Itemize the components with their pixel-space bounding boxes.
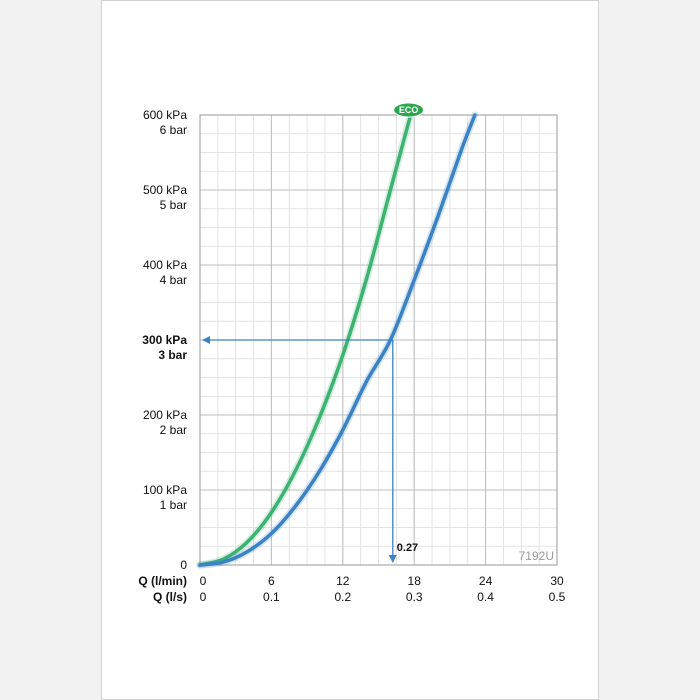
x-axis-label-lmin: Q (l/min)	[138, 574, 187, 588]
x-tick-label-lmin: 30	[550, 574, 564, 588]
annotation-layer: 0.27	[202, 336, 418, 563]
series-2-curve	[198, 113, 477, 567]
y-tick-label-kpa: 400 kPa	[143, 258, 187, 272]
plot-frame	[199, 114, 558, 566]
y-tick-label-kpa: 200 kPa	[143, 408, 187, 422]
eco-curve-badge: ECO	[393, 102, 425, 118]
y-tick-label-bar: 1 bar	[160, 498, 187, 512]
x-tick-label-ls: 0	[200, 590, 207, 604]
x-tick-label-ls: 0.4	[477, 590, 494, 604]
product-code: 7192U	[519, 549, 554, 563]
y-tick-label-bar: 6 bar	[160, 123, 187, 137]
x-axis-label-ls: Q (l/s)	[153, 590, 187, 604]
y-tick-label-bar: 2 bar	[160, 423, 187, 437]
series-layer: ECO	[196, 102, 479, 569]
y-tick-label-bar: 5 bar	[160, 198, 187, 212]
chart-sheet	[101, 0, 599, 700]
series-badge-shape	[393, 102, 425, 118]
x-tick-labels: Q (l/min) 0 6 12 18 24 30 Q (l/s) 0 0.1 0.2 0.3 0.4 0…	[138, 574, 565, 604]
y-tick-label-kpa: 500 kPa	[143, 183, 187, 197]
x-tick-label-lmin: 18	[408, 574, 422, 588]
y-tick-label-zero: 0	[180, 558, 187, 572]
y-tick-label-bar: 3 bar	[158, 348, 187, 362]
x-tick-label-lmin: 24	[479, 574, 493, 588]
y-tick-label-kpa: 100 kPa	[143, 483, 187, 497]
reading-value-label: 0.27	[397, 542, 418, 554]
eco-curve	[198, 113, 413, 567]
x-tick-label-ls: 0.1	[263, 590, 280, 604]
y-tick-label-kpa: 300 kPa	[142, 333, 187, 347]
x-tick-label-lmin: 6	[268, 574, 275, 588]
x-tick-label-ls: 0.2	[334, 590, 351, 604]
series-badge-label: ECO	[399, 105, 419, 115]
x-tick-label-ls: 0.5	[549, 590, 566, 604]
x-tick-label-lmin: 0	[200, 574, 207, 588]
x-tick-label-lmin: 12	[336, 574, 350, 588]
x-tick-label-ls: 0.3	[406, 590, 423, 604]
y-tick-label-bar: 4 bar	[160, 273, 187, 287]
y-tick-label-kpa: 600 kPa	[143, 108, 187, 122]
